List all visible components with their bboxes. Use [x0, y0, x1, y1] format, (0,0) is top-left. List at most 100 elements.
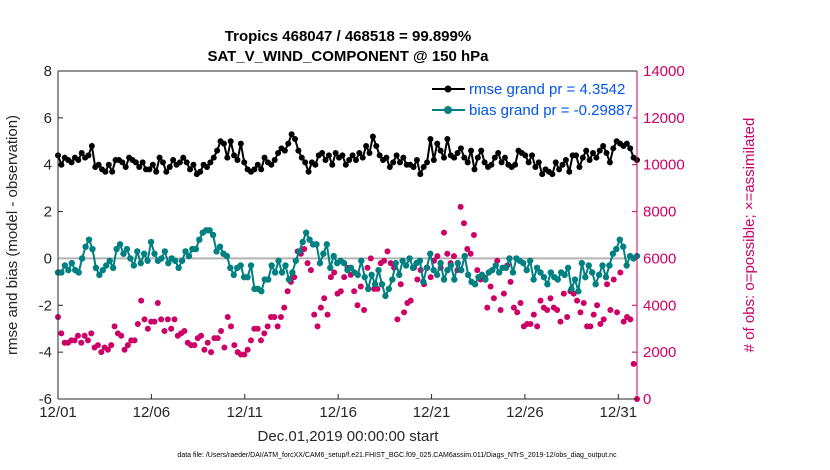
obs-point: [281, 304, 288, 311]
rmse-point: [437, 147, 444, 154]
bias-point: [327, 264, 334, 271]
y-tick-left-label: -2: [39, 297, 52, 314]
rmse-point: [295, 147, 302, 154]
obs-point: [630, 360, 637, 367]
rmse-point: [366, 150, 373, 156]
obs-point: [138, 297, 145, 304]
obs-point: [327, 274, 334, 281]
bias-point: [171, 257, 179, 264]
bias-point: [58, 269, 65, 276]
rmse-point: [156, 154, 163, 161]
bias-point: [103, 262, 110, 269]
bias-point: [495, 269, 503, 276]
obs-point: [381, 257, 388, 264]
obs-point: [244, 346, 251, 353]
bias-point: [323, 241, 331, 248]
rmse-point: [464, 159, 471, 166]
bias-point: [385, 285, 393, 293]
obs-point: [231, 342, 238, 349]
series-rmse: [55, 131, 640, 178]
rmse-point: [606, 159, 613, 166]
y-axis-label-left: rmse and bias (model - observation): [4, 115, 21, 355]
rmse-point: [491, 154, 498, 161]
y-tick-left-label: 6: [44, 110, 52, 127]
rmse-point: [159, 159, 166, 166]
rmse-point: [586, 157, 593, 164]
rmse-point: [224, 154, 231, 161]
rmse-point: [207, 159, 214, 166]
rmse-point: [119, 159, 126, 166]
bias-point: [606, 262, 613, 269]
bias-point: [368, 271, 375, 279]
bias-point: [530, 276, 537, 283]
bias-point: [216, 243, 224, 250]
rmse-point: [322, 157, 329, 164]
rmse-point: [305, 168, 312, 175]
obs-point: [201, 346, 208, 353]
rmse-point: [596, 147, 603, 154]
bias-point: [120, 250, 127, 257]
bias-point: [423, 264, 430, 271]
obs-point: [134, 321, 141, 328]
obs-point: [414, 276, 421, 283]
bias-point: [185, 252, 193, 260]
y-tick-left-label: 4: [44, 157, 52, 174]
rmse-point: [589, 150, 596, 156]
rmse-point: [149, 161, 156, 168]
rmse-point: [85, 152, 92, 159]
bias-point: [623, 262, 630, 269]
bias-point: [275, 257, 282, 264]
obs-point: [527, 321, 534, 328]
obs-point: [81, 332, 88, 339]
obs-point: [191, 342, 198, 349]
rmse-point: [410, 164, 417, 171]
obs-point: [264, 323, 271, 330]
bias-point: [134, 248, 141, 255]
rmse-point: [139, 159, 146, 166]
rmse-point: [441, 154, 447, 161]
bias-point: [609, 250, 617, 257]
rmse-point: [285, 140, 292, 147]
bias-point: [316, 259, 324, 267]
x-axis-label: Dec.01,2019 00:00:00 start: [258, 428, 440, 445]
obs-point: [401, 309, 408, 316]
rmse-point: [271, 157, 278, 164]
obs-point: [464, 246, 471, 253]
bias-point: [116, 241, 124, 248]
rmse-point: [549, 171, 556, 178]
bias-point: [489, 266, 496, 274]
y-tick-right-label: 14000: [643, 63, 685, 80]
bias-point: [158, 255, 165, 262]
bias-point: [302, 229, 310, 236]
rmse-point: [136, 164, 143, 171]
obs-point: [497, 306, 504, 313]
obs-point: [164, 316, 171, 323]
rmse-point: [396, 159, 403, 166]
obs-point: [58, 330, 65, 337]
rmse-point: [88, 142, 95, 149]
bias-point: [613, 245, 620, 253]
bias-point: [175, 264, 182, 271]
obs-point: [394, 316, 401, 323]
obs-point: [604, 281, 611, 288]
obs-point: [118, 332, 125, 339]
bias-point: [65, 266, 72, 274]
obs-point: [357, 283, 364, 290]
bias-point: [99, 266, 107, 274]
obs-point: [124, 342, 131, 349]
rmse-point: [562, 157, 569, 164]
bias-point: [444, 266, 451, 274]
bias-point: [223, 252, 231, 260]
x-tick-label: 12/11: [227, 404, 263, 421]
bias-point: [268, 262, 275, 269]
bias-point: [540, 273, 548, 281]
bias-point: [399, 257, 406, 264]
bias-point: [482, 276, 489, 283]
rmse-point: [481, 159, 488, 166]
bias-point: [471, 281, 479, 288]
rmse-point: [383, 154, 390, 161]
rmse-point: [474, 154, 481, 161]
rmse-point: [454, 150, 461, 156]
obs-point: [88, 330, 95, 337]
bias-point: [461, 252, 468, 260]
